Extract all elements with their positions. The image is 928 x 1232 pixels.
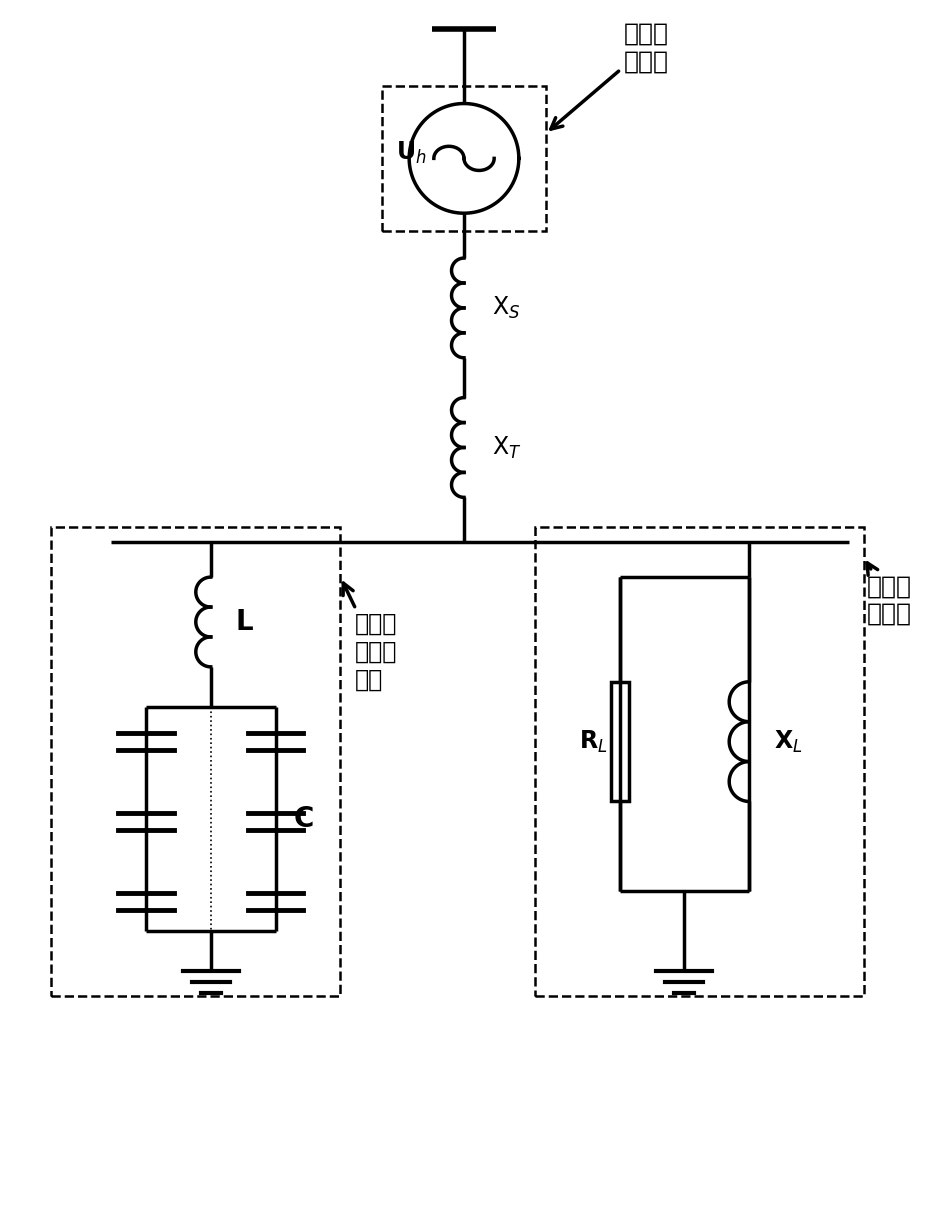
Text: R$_L$: R$_L$ (578, 728, 607, 755)
Bar (610, 681, 628, 802)
Text: 背景谐
波电压: 背景谐 波电压 (550, 22, 668, 129)
Text: X$_S$: X$_S$ (492, 294, 520, 322)
Bar (51, 527, 340, 995)
Text: 负荷等
效阻抗: 负荷等 效阻抗 (866, 563, 910, 626)
Bar (535, 527, 863, 995)
Text: X$_T$: X$_T$ (492, 435, 521, 461)
Text: U$_h$: U$_h$ (395, 140, 427, 166)
Text: 背景谐
波治理
装置: 背景谐 波治理 装置 (342, 583, 397, 691)
Text: C: C (293, 804, 314, 833)
Bar (381, 85, 545, 232)
Text: L: L (236, 607, 253, 636)
Text: X$_L$: X$_L$ (773, 728, 802, 755)
